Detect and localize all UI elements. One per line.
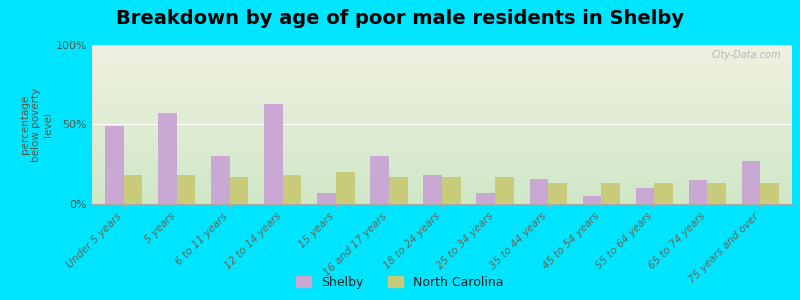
Bar: [318, 193, 336, 204]
Bar: [230, 177, 249, 204]
Text: Breakdown by age of poor male residents in Shelby: Breakdown by age of poor male residents …: [116, 9, 684, 28]
Bar: [707, 183, 726, 204]
Bar: [601, 183, 620, 204]
Bar: [158, 113, 177, 204]
Bar: [389, 177, 407, 204]
Bar: [582, 196, 601, 204]
Bar: [689, 180, 707, 204]
Bar: [548, 183, 566, 204]
Bar: [106, 126, 124, 204]
Bar: [495, 177, 514, 204]
Bar: [760, 183, 778, 204]
Text: City-Data.com: City-Data.com: [712, 50, 782, 60]
Bar: [530, 178, 548, 204]
Bar: [336, 172, 354, 204]
Bar: [654, 183, 673, 204]
Bar: [283, 176, 302, 204]
Legend: Shelby, North Carolina: Shelby, North Carolina: [291, 271, 509, 294]
Bar: [635, 188, 654, 204]
Bar: [177, 176, 195, 204]
Bar: [264, 104, 283, 204]
Bar: [423, 176, 442, 204]
Bar: [124, 176, 142, 204]
Bar: [211, 156, 230, 204]
Bar: [477, 193, 495, 204]
Bar: [370, 156, 389, 204]
Bar: [442, 177, 461, 204]
Bar: [742, 161, 760, 204]
Y-axis label: percentage
below poverty
level: percentage below poverty level: [19, 87, 53, 162]
